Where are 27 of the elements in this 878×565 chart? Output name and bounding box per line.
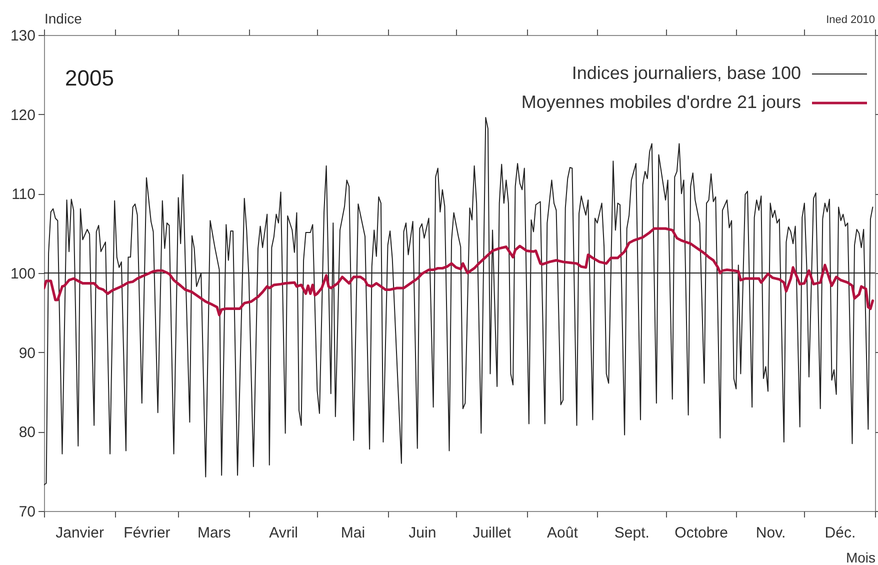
x-tick-label: Août [547,524,579,542]
line-series [44,227,874,316]
y-tick-label: 80 [18,424,36,442]
x-tick-label: Sept. [614,524,650,542]
y-tick-label: 120 [10,106,36,124]
y-tick-label: 90 [18,344,36,362]
legend-label: Indices journaliers, base 100 [572,63,801,83]
x-tick-label: Octobre [674,524,728,542]
y-tick-label: 100 [10,266,36,282]
x-tick-label: Nov. [756,524,786,542]
x-tick-label: Juin [408,524,436,542]
x-tick-label: Février [124,524,170,542]
x-tick-label: Déc. [824,524,856,542]
line-series [44,117,874,486]
y-axis-title: Indice [44,10,82,26]
text: Ined 2010 [826,14,875,26]
legend-label: Moyennes mobiles d'ordre 21 jours [521,92,801,112]
x-tick-label: Mars [197,524,231,542]
x-tick-label: Janvier [56,524,104,542]
x-tick-label: Juillet [472,524,512,542]
y-tick-label: 70 [18,504,36,520]
text: 2005 [65,66,114,90]
x-axis-title: Mois [846,550,876,565]
x-tick-label: Avril [269,524,298,542]
y-tick-label: 130 [10,28,36,44]
x-tick-label: Mai [340,524,366,542]
y-tick-label: 110 [12,186,36,204]
